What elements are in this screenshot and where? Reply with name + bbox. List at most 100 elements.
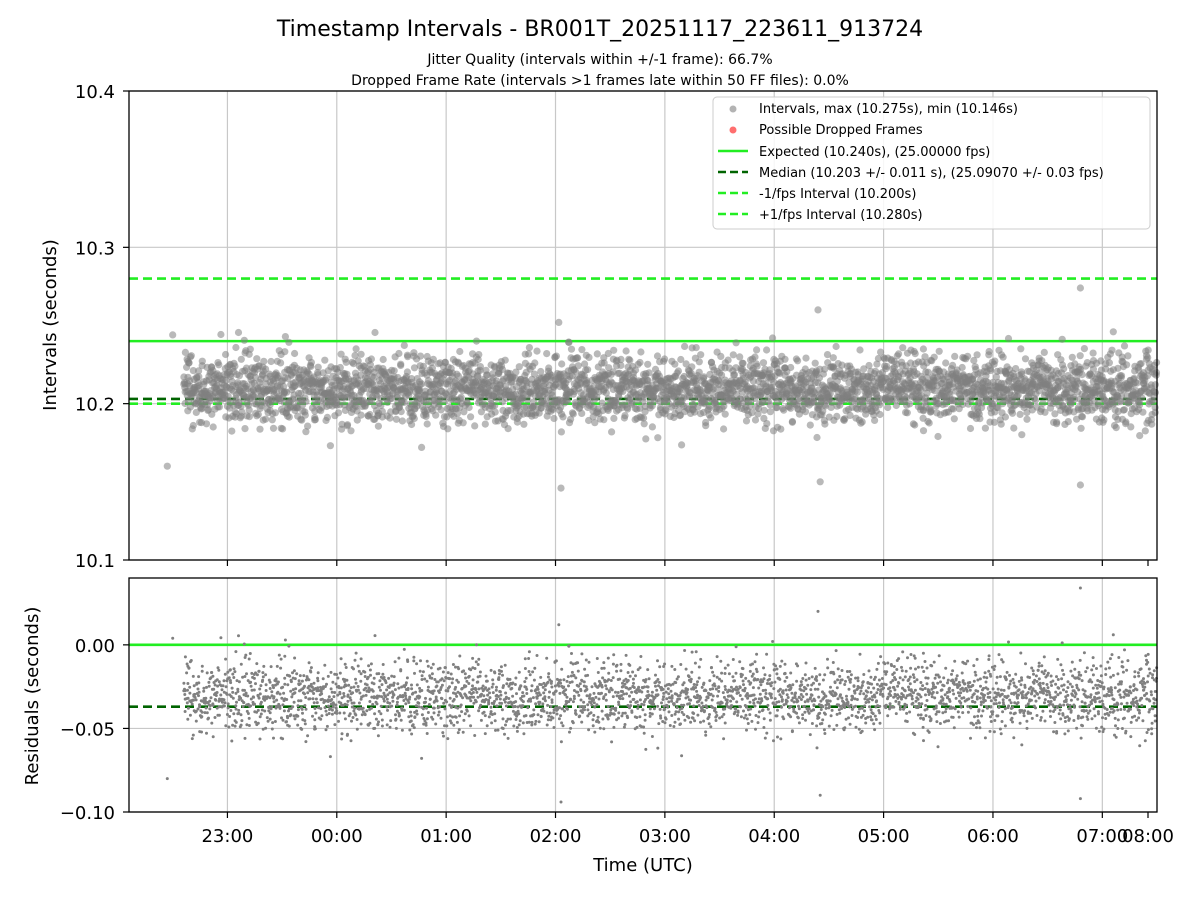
interval-point — [702, 418, 710, 427]
residual-point — [574, 709, 577, 713]
residual-point — [308, 697, 312, 701]
residual-point — [329, 670, 333, 674]
residual-point — [400, 728, 404, 732]
residual-point — [536, 694, 540, 698]
residual-point — [268, 687, 272, 690]
residual-point — [297, 699, 301, 703]
interval-point — [1109, 328, 1117, 336]
interval-point — [337, 350, 345, 358]
residual-point — [417, 705, 421, 709]
residual-point — [340, 737, 344, 741]
interval-point — [626, 356, 634, 364]
residual-point — [239, 713, 243, 717]
residual-point — [474, 700, 478, 704]
interval-point — [1139, 408, 1147, 416]
interval-point — [467, 413, 475, 421]
residual-point — [636, 706, 640, 710]
residual-point — [342, 711, 346, 715]
interval-point — [873, 360, 881, 368]
residual-point — [597, 697, 601, 701]
residual-point — [345, 678, 349, 682]
residual-point — [232, 676, 236, 679]
residual-point — [377, 685, 381, 689]
interval-point — [1127, 423, 1135, 431]
residual-point — [625, 692, 628, 696]
residual-point — [561, 707, 565, 711]
residual-point — [359, 679, 363, 683]
residual-point — [450, 681, 454, 685]
residual-point — [230, 739, 234, 743]
residual-point — [657, 680, 661, 684]
residual-point — [340, 732, 344, 736]
residual-point — [569, 698, 573, 702]
residual-point — [437, 710, 441, 714]
residual-point — [228, 679, 232, 682]
residual-point — [368, 700, 372, 703]
interval-point — [1023, 408, 1031, 417]
residual-point — [418, 695, 422, 699]
residual-point — [206, 717, 210, 721]
interval-point — [957, 394, 965, 402]
residual-point — [268, 696, 272, 700]
y-tick-label: 10.1 — [75, 551, 115, 572]
residual-point — [188, 685, 192, 689]
residual-point — [617, 703, 621, 706]
residual-point — [268, 680, 272, 684]
residual-point — [261, 678, 265, 682]
interval-point — [279, 425, 287, 433]
residual-point — [472, 701, 476, 705]
residual-point — [574, 676, 578, 680]
residual-point — [293, 677, 297, 681]
interval-point — [1076, 284, 1084, 292]
interval-point — [231, 362, 239, 370]
residual-point — [569, 726, 573, 730]
residual-point — [192, 698, 195, 702]
residual-point — [549, 705, 553, 709]
residual-point — [392, 693, 396, 697]
interval-point — [903, 394, 911, 402]
residual-point — [591, 724, 595, 728]
legend-label-plus-one: +1/fps Interval (10.280s) — [759, 208, 923, 223]
residual-point — [198, 705, 202, 709]
interval-point — [691, 408, 699, 416]
residual-point — [222, 679, 226, 683]
residual-point — [423, 719, 427, 723]
residual-point — [562, 685, 566, 689]
residual-point — [534, 719, 538, 723]
interval-point — [314, 368, 322, 377]
interval-point — [1058, 335, 1066, 343]
residual-point — [399, 668, 403, 672]
residual-point — [424, 696, 427, 700]
residual-point — [522, 694, 526, 698]
residual-point — [304, 740, 308, 744]
residual-point — [313, 727, 317, 731]
residual-point — [523, 667, 527, 670]
residual-point — [587, 728, 591, 732]
interval-point — [432, 411, 440, 419]
legend-label-dropped: Possible Dropped Frames — [759, 123, 923, 138]
residual-point — [511, 709, 515, 713]
residual-point — [427, 703, 431, 706]
residual-point — [571, 662, 575, 666]
residual-point — [425, 717, 429, 721]
residual-point — [658, 665, 662, 669]
residual-point — [303, 704, 307, 707]
residual-point — [584, 685, 588, 689]
residual-point — [367, 690, 371, 694]
residual-point — [364, 686, 368, 690]
residual-point — [346, 732, 349, 736]
residual-point — [491, 678, 495, 682]
residual-point — [360, 713, 364, 717]
residual-point — [240, 719, 244, 723]
interval-point — [1051, 410, 1059, 418]
residual-point — [363, 675, 367, 678]
residual-point — [395, 703, 399, 707]
residual-point — [550, 685, 554, 689]
residual-point — [339, 686, 343, 690]
residual-point — [463, 672, 467, 676]
residual-point — [307, 684, 311, 688]
interval-point — [392, 415, 400, 423]
interval-point — [732, 339, 740, 347]
residual-point — [394, 726, 398, 730]
residual-point — [211, 703, 215, 707]
